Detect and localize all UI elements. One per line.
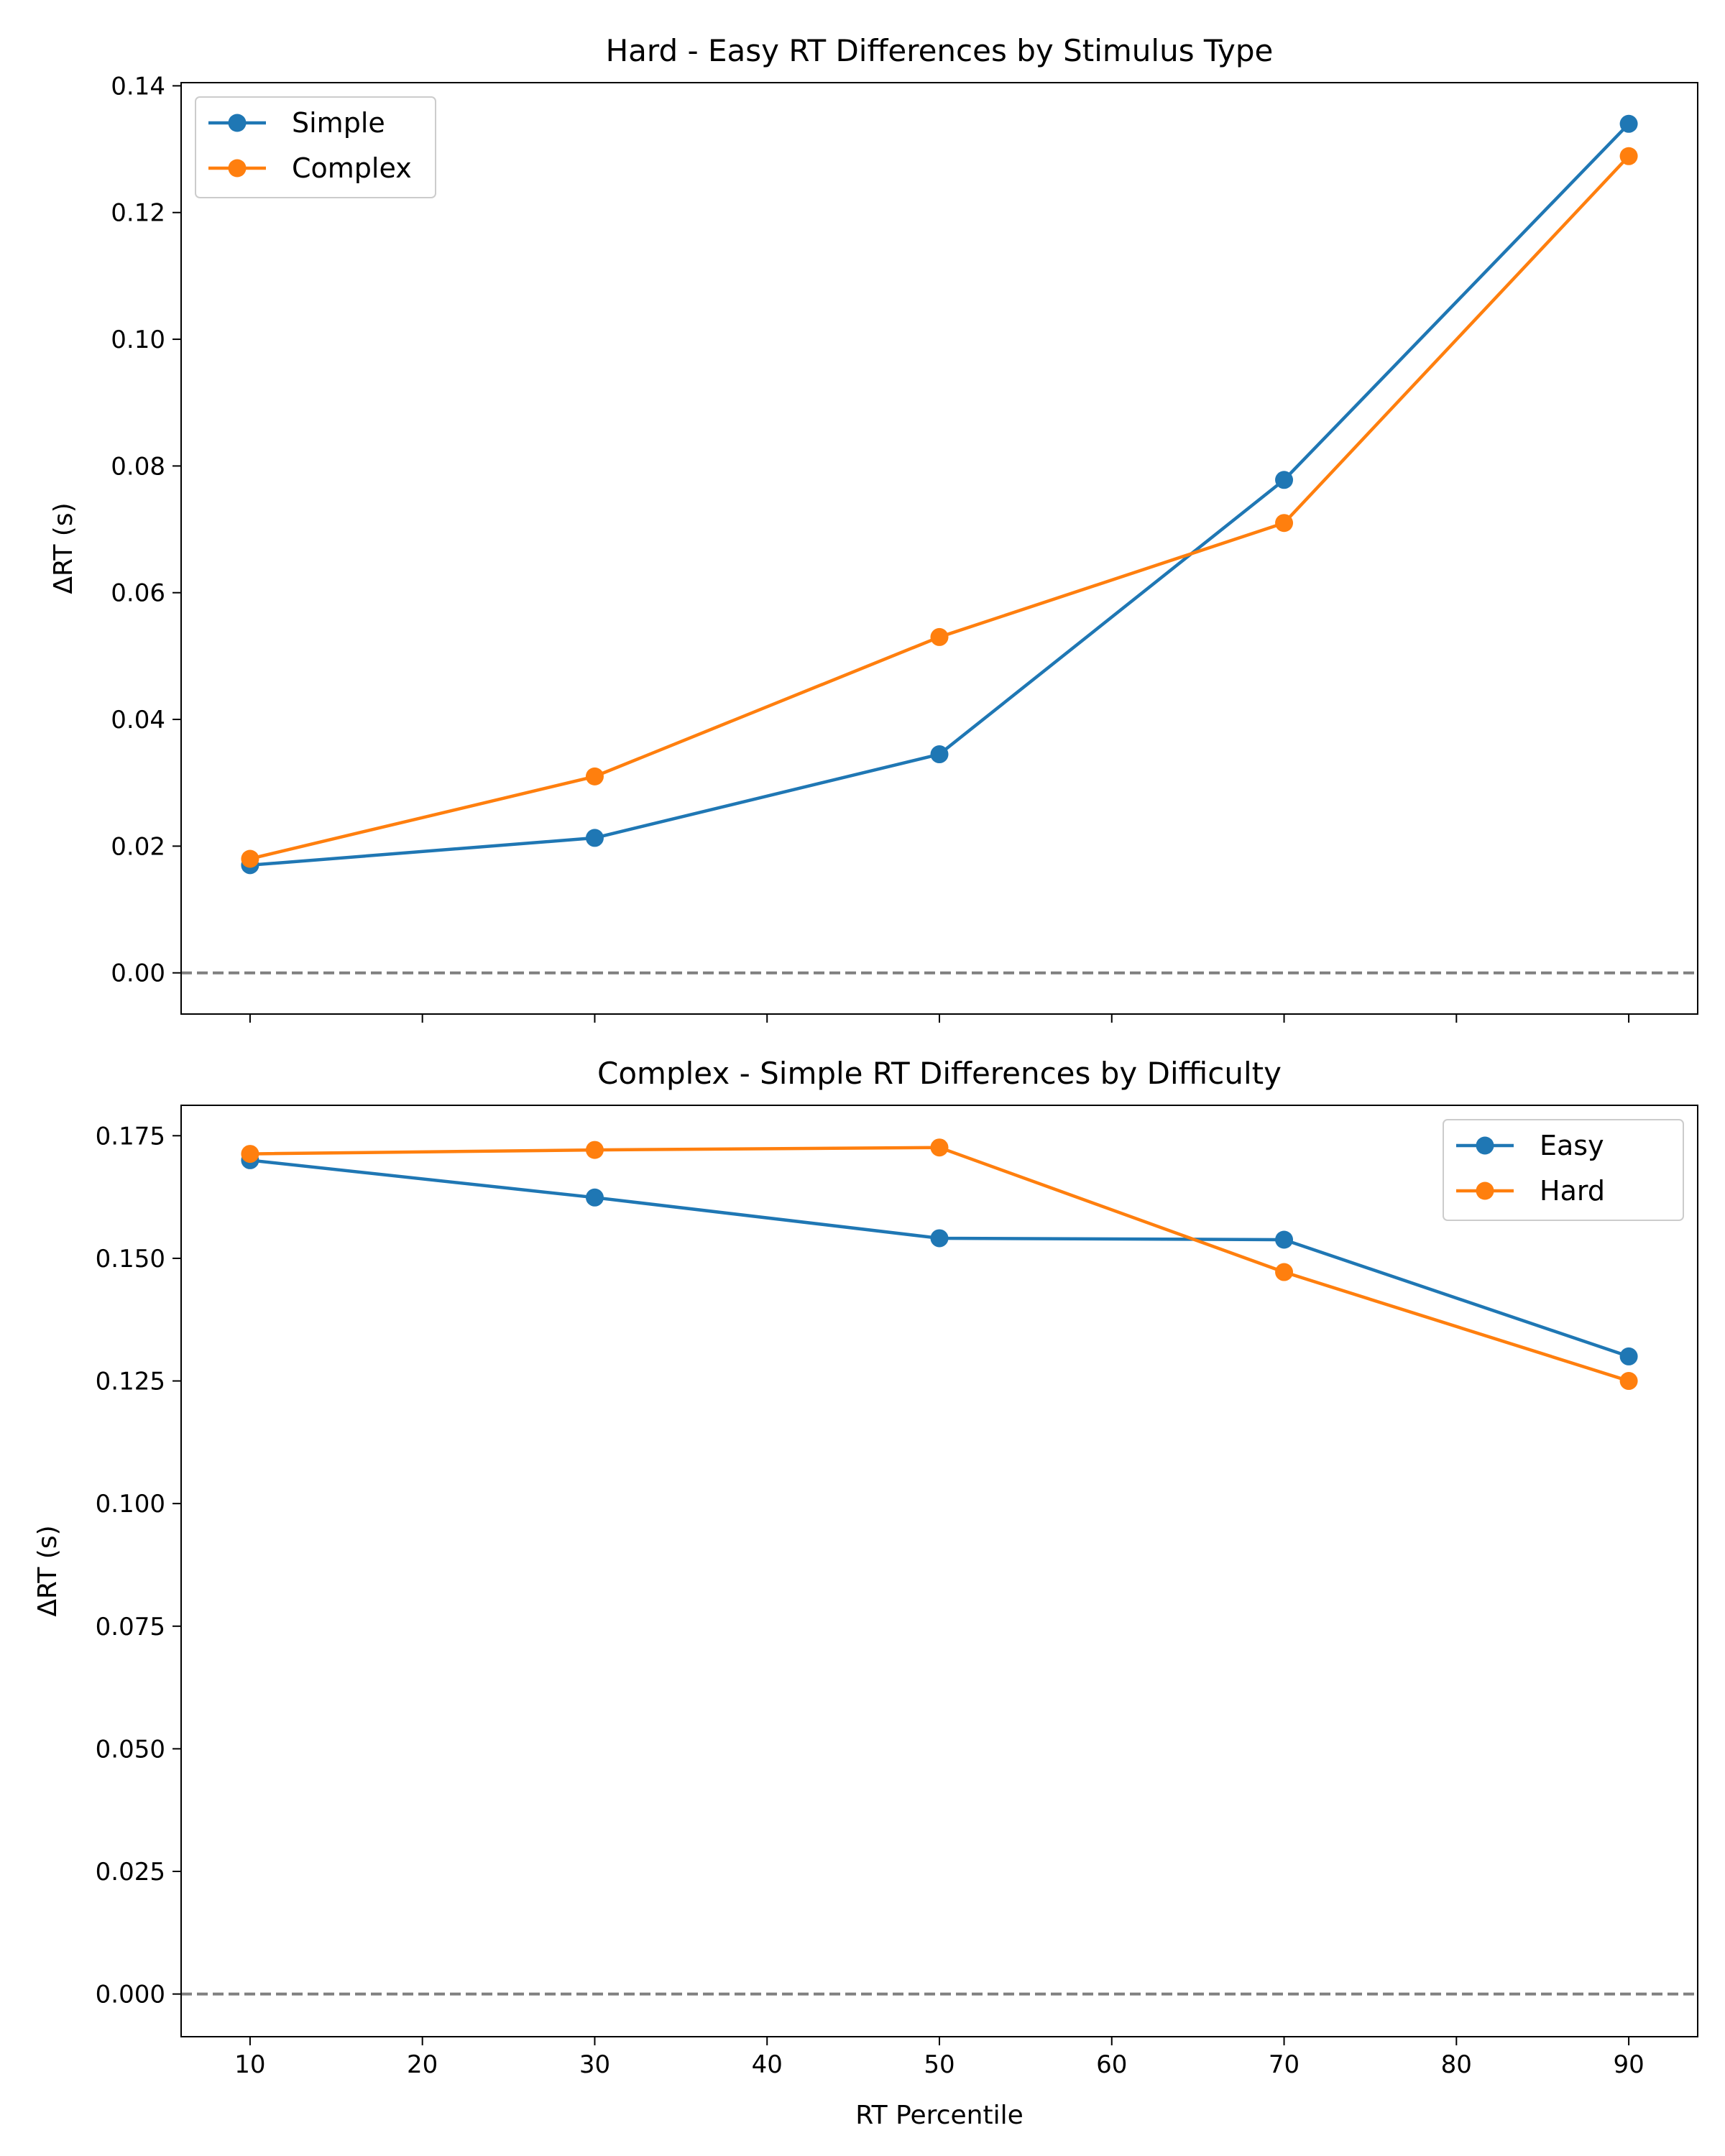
data-point-complex [241,849,259,868]
data-point-simple [585,829,604,847]
data-point-simple [1275,471,1294,489]
data-point-complex [1275,514,1294,533]
legend-label: Complex [292,152,412,184]
subplot-bottom: 10 20 30 40 50 60 70 80 90 0.000 0.025 0.050 0.075 0.… [33,1056,1698,2130]
subplot-top: 0.00 0.02 0.04 0.06 0.08 0.10 0.12 0.14 Hard - … [49,33,1698,1023]
legend: Easy Hard [1443,1119,1684,1221]
data-point-hard [585,1141,604,1159]
chart-title: Complex - Simple RT Differences by Diffi… [597,1056,1282,1091]
legend-swatch-marker [1476,1181,1494,1200]
series-layer [241,114,1638,875]
y-axis-label: ΔRT (s) [33,1525,63,1616]
legend-label: Hard [1540,1175,1605,1207]
data-point-easy [585,1188,604,1207]
data-point-hard [241,1145,259,1164]
series-layer [241,1138,1638,1391]
y-tick-label: 0.14 [111,72,165,101]
y-tick-label: 0.075 [96,1613,165,1641]
chart-title: Hard - Easy RT Differences by Stimulus T… [606,33,1274,68]
legend-swatch-marker [1476,1136,1494,1155]
x-tick-label: 80 [1441,2050,1472,2079]
x-axis-label: RT Percentile [855,2101,1023,2130]
y-axis-label: ΔRT (s) [49,502,78,594]
legend-label: Simple [292,107,385,139]
y-tick-label: 0.100 [96,1490,165,1519]
y-tick-label: 0.04 [111,706,165,734]
data-point-hard [1275,1263,1294,1281]
x-tick-label: 90 [1613,2050,1644,2079]
data-point-easy [930,1229,949,1248]
legend: Simple Complex [195,96,436,198]
x-tick-label: 10 [234,2050,265,2079]
y-tick-label: 0.00 [111,959,165,988]
y-tick-label: 0.02 [111,832,165,861]
y-tick-label: 0.050 [96,1735,165,1764]
y-tick-label: 0.12 [111,199,165,228]
data-point-simple [930,745,949,764]
data-point-easy [1275,1230,1294,1249]
data-point-hard [930,1138,949,1157]
legend-label: Easy [1540,1130,1604,1161]
legend-swatch-marker [228,159,247,178]
x-tick-label: 30 [579,2050,610,2079]
y-tick-label: 0.175 [96,1122,165,1151]
y-tick-label: 0.125 [96,1368,165,1396]
data-point-complex [930,627,949,646]
ticks-layer: 10 20 30 40 50 60 70 80 90 0.000 0.025 0.050 0.075 0.… [96,1122,1644,2079]
data-point-easy [1619,1347,1638,1365]
x-tick-label: 60 [1096,2050,1127,2079]
x-tick-label: 40 [752,2050,783,2079]
y-tick-label: 0.025 [96,1858,165,1886]
data-point-hard [1619,1372,1638,1391]
data-point-simple [1619,114,1638,133]
y-tick-label: 0.000 [96,1981,165,2009]
ticks-layer: 0.00 0.02 0.04 0.06 0.08 0.10 0.12 0.14 [111,72,1630,1023]
legend-swatch-marker [228,114,247,132]
y-tick-label: 0.06 [111,579,165,608]
x-tick-label: 70 [1269,2050,1300,2079]
data-point-complex [1619,147,1638,165]
x-tick-label: 50 [924,2050,954,2079]
x-tick-label: 20 [407,2050,438,2079]
y-tick-label: 0.150 [96,1245,165,1273]
y-tick-label: 0.08 [111,452,165,481]
data-point-complex [585,767,604,786]
y-tick-label: 0.10 [111,326,165,354]
